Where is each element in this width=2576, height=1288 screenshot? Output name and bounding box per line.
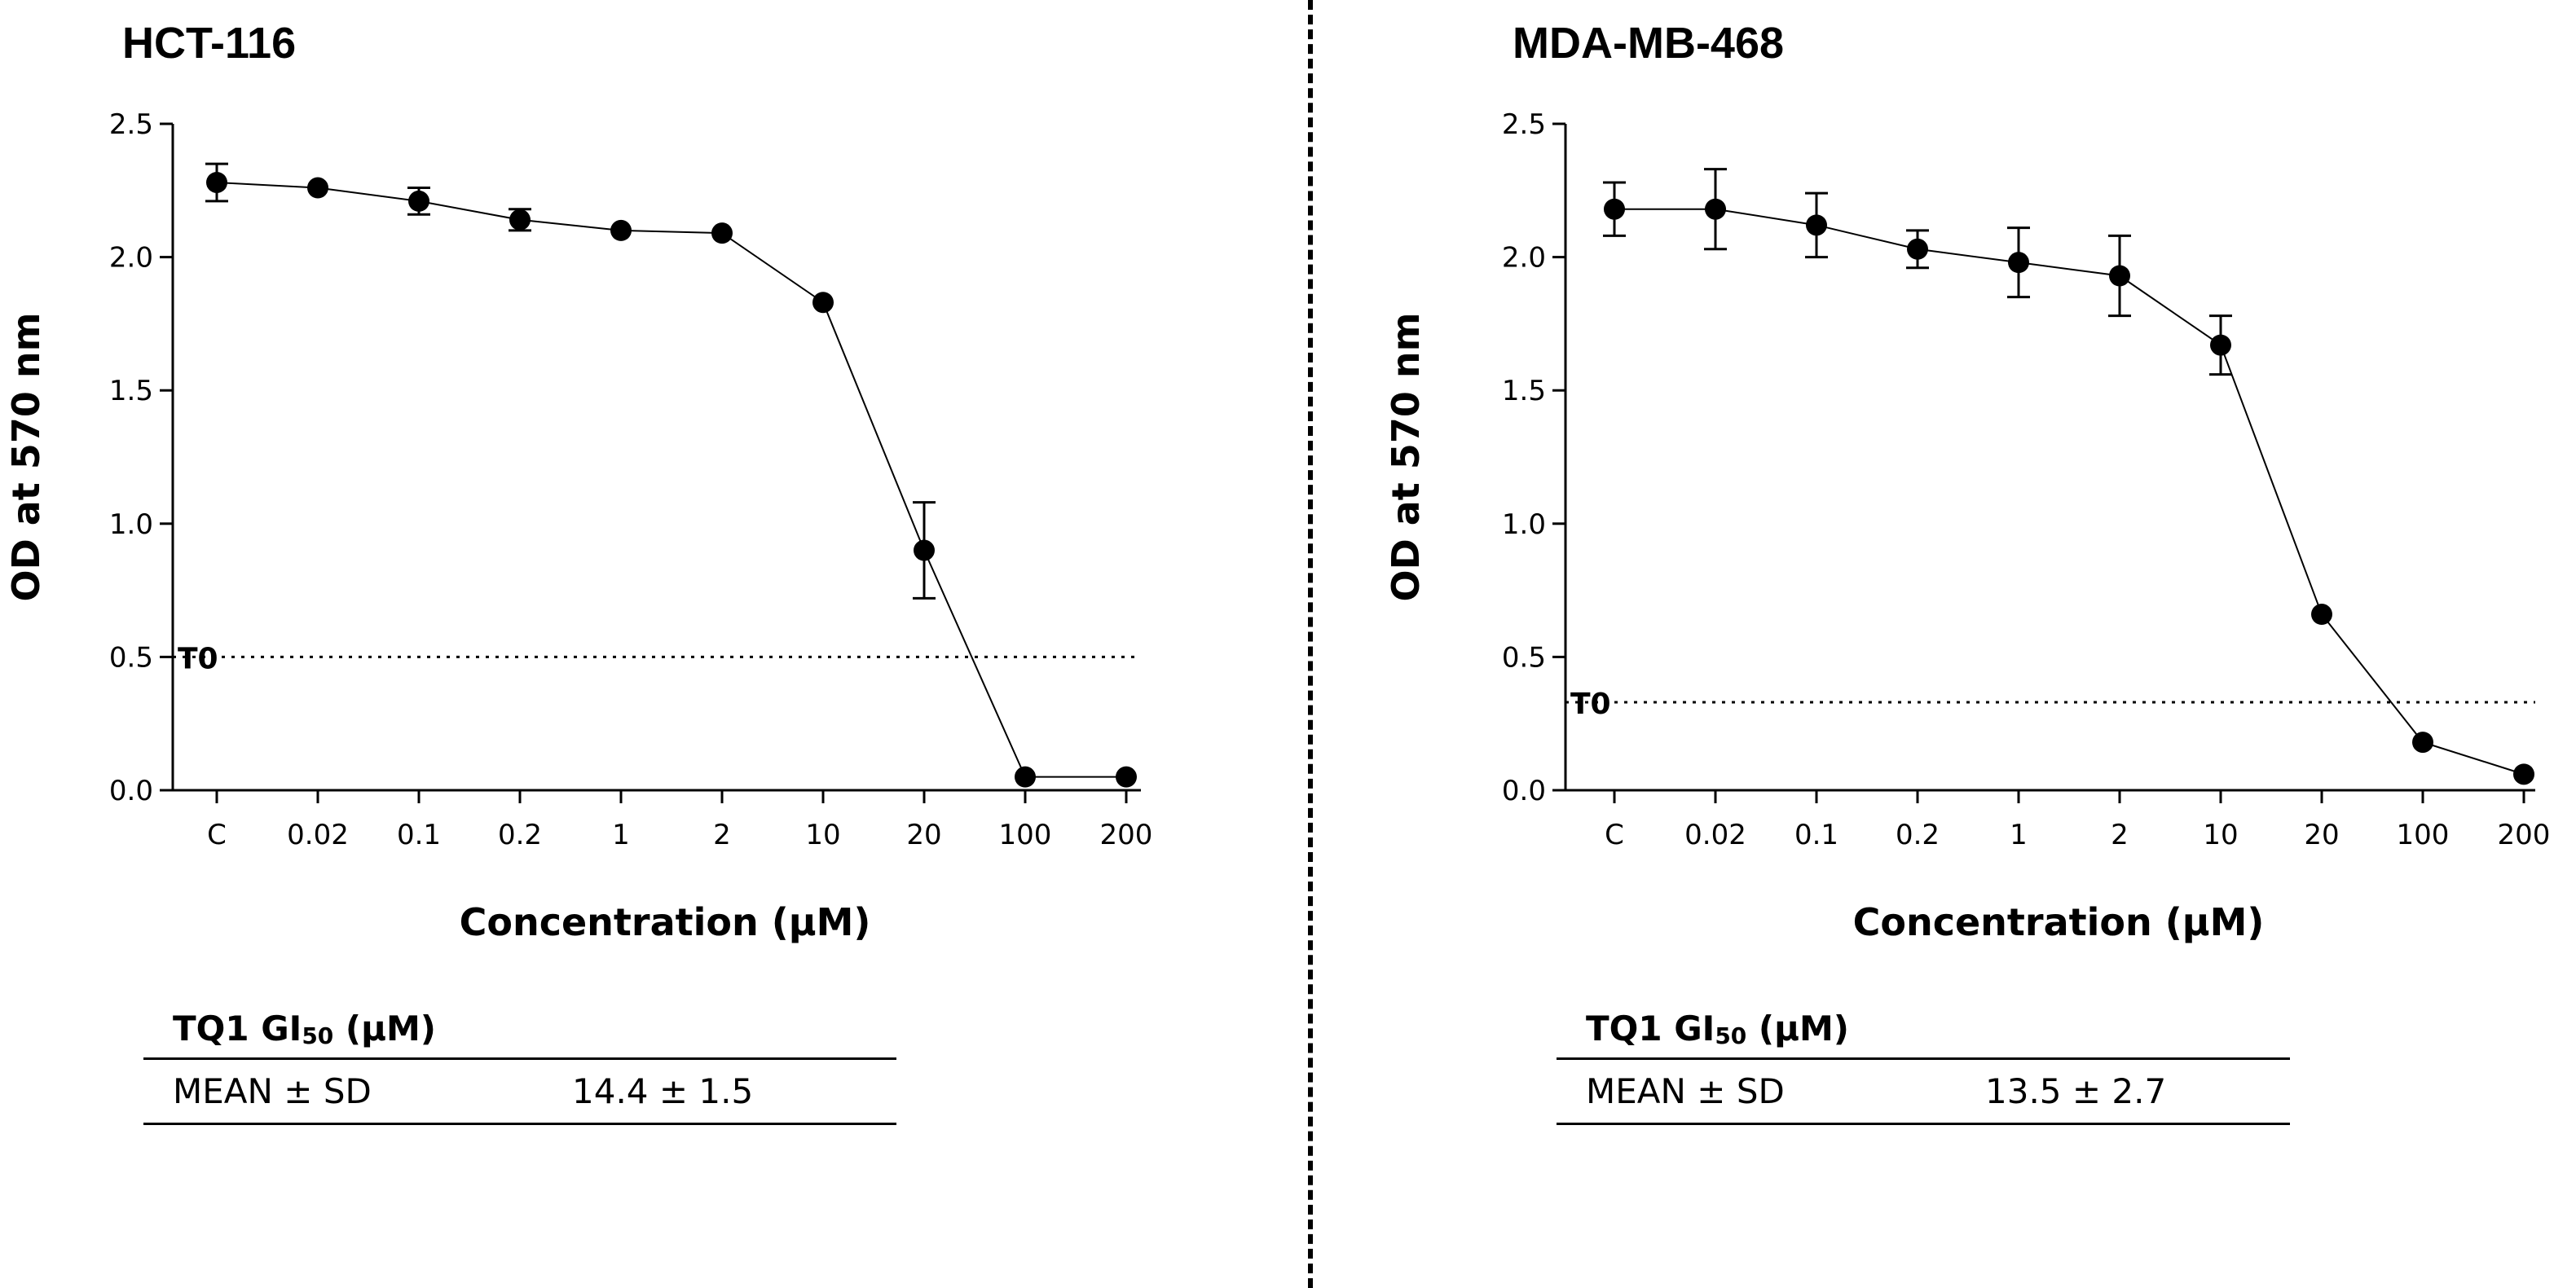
x-tick-label: 0.02 [1684,819,1746,851]
x-tick-label: 200 [1100,819,1153,851]
y-axis-label: OD at 570 nm [1384,312,1428,601]
x-tick-label: 100 [2397,819,2450,851]
data-point [408,190,429,212]
gi50-table: TQ1 GI50 (µM) MEAN ± SD 14.4 ± 1.5 [143,1002,896,1125]
y-tick-label: 1.0 [1502,508,1546,541]
x-tick-label: 10 [2203,819,2238,851]
x-tick-label: 0.2 [498,819,542,851]
x-tick-label: 2 [713,819,731,851]
x-tick-label: 200 [2498,819,2551,851]
gi50-header-prefix: TQ1 GI [173,1009,302,1048]
series-line [216,181,1126,778]
x-tick-label: 100 [999,819,1052,851]
x-tick-label: 0.02 [287,819,349,851]
x-tick-label: 0.1 [1794,819,1838,851]
x-tick-label: 10 [805,819,840,851]
gi50-header-suffix: (µM) [333,1009,436,1048]
gi50-table-row: MEAN ± SD 13.5 ± 2.7 [1557,1060,2290,1125]
gi50-header-subscript: 50 [302,1022,334,1049]
series-line [1614,208,2525,776]
x-tick-label: 1 [2010,819,2028,851]
y-tick-label: 1.5 [1502,375,1546,407]
y-tick-label: 0.5 [1502,641,1546,674]
gi50-row-label: MEAN ± SD [1586,1071,1785,1111]
x-tick-label: C [207,819,227,851]
y-tick-label: 1.0 [109,508,153,541]
reference-line-label: T0 [178,642,218,675]
data-point [914,539,935,561]
x-tick-label: C [1605,819,1624,851]
data-point [610,219,632,241]
x-tick-label: 2 [2111,819,2129,851]
x-tick-label: 20 [2304,819,2339,851]
gi50-header-prefix: TQ1 GI [1586,1009,1715,1048]
data-point [2210,334,2231,356]
data-point [1015,766,1036,788]
y-axis-label: OD at 570 nm [4,312,48,601]
gi50-row-label: MEAN ± SD [173,1071,372,1111]
y-tick-label: 0.5 [109,641,153,674]
panel-divider [1308,0,1313,1288]
gi50-row-value: 14.4 ± 1.5 [572,1071,754,1111]
y-tick-label: 2.0 [109,242,153,275]
chart-title: HCT-116 [122,19,297,68]
gi50-table-header: TQ1 GI50 (µM) [1557,1002,2290,1060]
y-tick-label: 1.5 [109,375,153,407]
data-point [1705,198,1726,220]
data-point [711,222,733,244]
data-point [206,171,227,193]
data-point [2311,604,2332,626]
x-axis-label: Concentration (µM) [460,900,871,944]
data-point [1116,766,1137,788]
y-tick-label: 0.0 [1502,775,1546,807]
data-point [307,177,328,199]
data-point [509,209,531,231]
gi50-header-suffix: (µM) [1746,1009,1849,1048]
gi50-row-value: 13.5 ± 2.7 [1985,1071,2167,1111]
y-tick-label: 2.5 [1502,108,1546,141]
x-tick-label: 0.1 [397,819,441,851]
data-point [1806,214,1827,236]
x-tick-label: 20 [906,819,941,851]
reference-line-label: T0 [1570,688,1611,721]
data-point [2513,763,2534,785]
data-point [2008,252,2029,274]
gi50-table: TQ1 GI50 (µM) MEAN ± SD 13.5 ± 2.7 [1557,1002,2290,1125]
y-tick-label: 2.0 [1502,242,1546,275]
y-tick-label: 0.0 [109,775,153,807]
data-point [2109,265,2130,287]
gi50-table-header: TQ1 GI50 (µM) [143,1002,896,1060]
x-tick-label: 0.2 [1896,819,1940,851]
chart-hct116: 0.0 0.5 1.0 1.5 2.0 2.5 C 0.02 0.1 0.2 1 2 10 20 100 20… [4,108,1153,944]
panel-mdamb468: MDA-MB-468 0.0 0.5 1.0 1.5 2.0 2.5 C 0.02 0.1 0.2… [1288,0,2576,1288]
chart-mdamb468: 0.0 0.5 1.0 1.5 2.0 2.5 C 0.02 0.1 0.2 1 2 10 20 100 20… [1384,108,2551,944]
data-point [2412,732,2433,754]
chart-title: MDA-MB-468 [1513,19,1785,68]
panel-hct116: HCT-116 0.0 0.5 1.0 1.5 2.0 2.5 C 0.02 0.1 0.2 1 2 1… [4,19,1153,1125]
x-tick-label: 1 [612,819,630,851]
data-point [1907,238,1928,260]
x-axis-label: Concentration (µM) [1853,900,2265,944]
gi50-table-row: MEAN ± SD 14.4 ± 1.5 [143,1060,896,1125]
gi50-header-subscript: 50 [1715,1022,1747,1049]
data-point [1604,198,1625,220]
y-tick-label: 2.5 [109,108,153,141]
data-point [812,292,834,314]
